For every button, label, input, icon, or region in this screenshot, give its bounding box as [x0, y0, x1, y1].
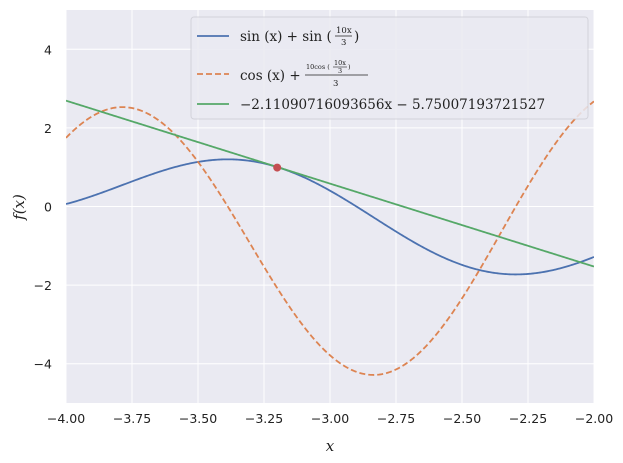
svg-text:10x: 10x — [334, 59, 346, 67]
svg-text:cos (x) +: cos (x) + — [240, 68, 301, 84]
x-tick-label: −4.00 — [47, 411, 85, 426]
points-layer — [273, 163, 282, 172]
x-tick-label: −2.25 — [509, 411, 547, 426]
y-tick-labels: −4 −2 0 2 4 — [34, 42, 52, 371]
x-tick-labels: −4.00 −3.75 −3.50 −3.25 −3.00 −2.75 −2.50 −2.25… — [47, 411, 613, 426]
legend-label-1: sin (x) + sin ( 10x 3 ) — [240, 26, 359, 48]
legend: sin (x) + sin ( 10x 3 ) cos (x) + 10cos … — [190, 16, 589, 120]
svg-text:3: 3 — [338, 67, 342, 75]
series-line-2 — [66, 100, 594, 376]
y-tick-label: 0 — [44, 200, 52, 215]
svg-text:10x: 10x — [336, 26, 352, 36]
x-tick-label: −3.75 — [113, 411, 151, 426]
svg-text:sin (x) + sin (: sin (x) + sin ( — [240, 29, 332, 45]
series-layer — [66, 99, 594, 376]
y-tick-label: 4 — [44, 42, 52, 57]
svg-text:3: 3 — [333, 79, 338, 89]
x-tick-label: −2.00 — [575, 411, 613, 426]
svg-text:10cos (: 10cos ( — [306, 63, 330, 71]
x-tick-label: −3.50 — [179, 411, 217, 426]
svg-text:): ) — [348, 63, 351, 71]
x-tick-label: −3.25 — [245, 411, 283, 426]
series-line-1 — [66, 158, 594, 276]
legend-box — [190, 16, 589, 120]
x-axis-title: x — [326, 437, 335, 455]
svg-text:3: 3 — [341, 38, 346, 48]
x-tick-label: −2.75 — [377, 411, 415, 426]
y-tick-label: 2 — [44, 121, 52, 136]
series-line-3 — [66, 99, 594, 268]
y-tick-label: −2 — [34, 278, 52, 293]
y-axis-title: f(x) — [10, 194, 28, 221]
tangent-point — [273, 163, 282, 172]
x-tick-label: −2.50 — [443, 411, 481, 426]
svg-text:): ) — [354, 29, 359, 45]
y-tick-label: −4 — [34, 357, 52, 372]
x-tick-label: −3.00 — [311, 411, 349, 426]
legend-label-2: cos (x) + 10cos ( 10x 3 ) 3 — [240, 59, 368, 89]
legend-label-3: −2.11090716093656x − 5.75007193721527 — [240, 97, 545, 113]
